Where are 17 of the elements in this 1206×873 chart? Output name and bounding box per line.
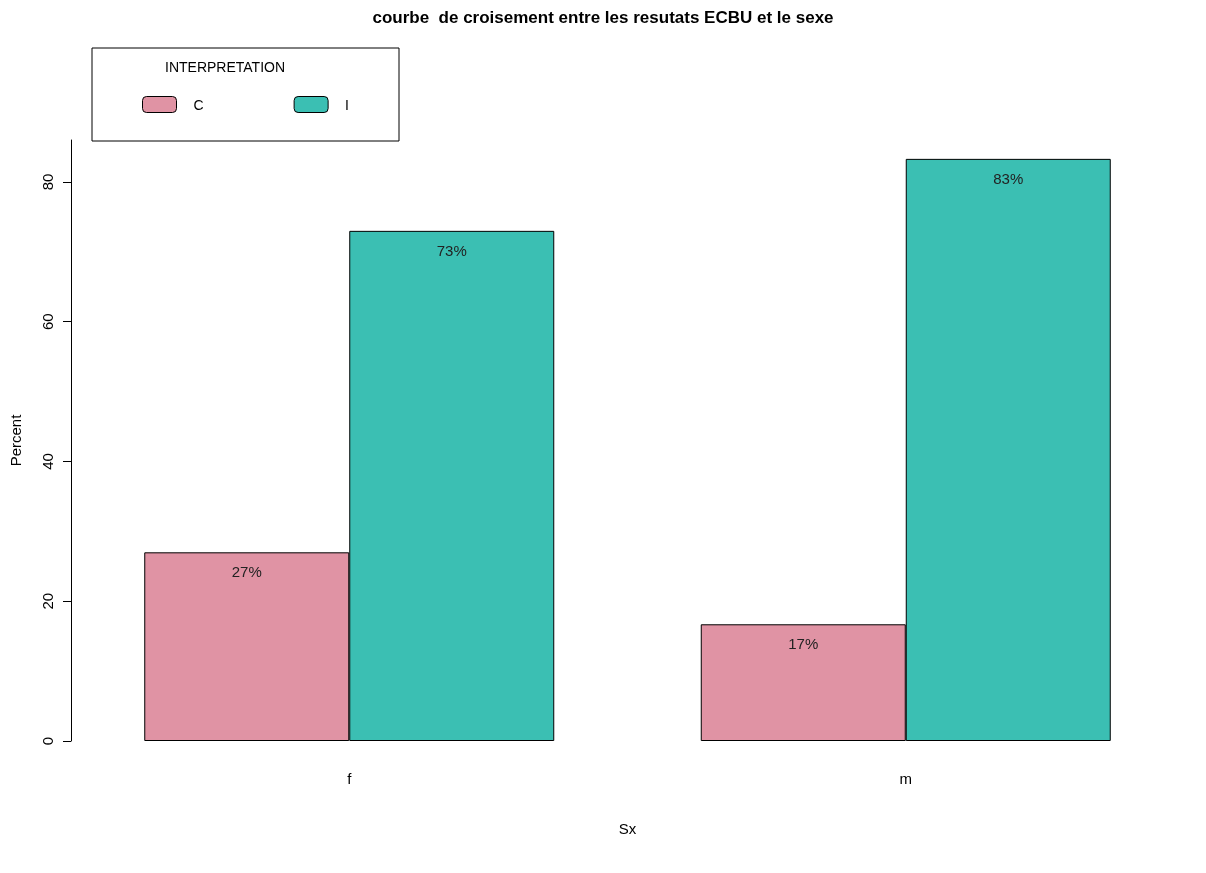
data-label: 83% xyxy=(993,169,1024,187)
data-label: 27% xyxy=(231,563,262,581)
chart-title: courbe de croisement entre les resutats ECBU et le sexe xyxy=(372,8,834,27)
x-axis-title: Sx xyxy=(618,820,637,837)
data-label: 17% xyxy=(788,635,819,653)
y-tick-label: 20 xyxy=(39,592,56,610)
y-tick-label: 40 xyxy=(39,453,56,470)
x-tick-label: f xyxy=(347,770,353,787)
data-label: 73% xyxy=(436,241,467,259)
y-axis-title: Percent xyxy=(7,413,24,467)
legend-label: C xyxy=(193,96,204,113)
x-tick-label: m xyxy=(899,770,912,787)
legend-title: INTERPRETATION xyxy=(165,59,286,75)
y-tick-label: 0 xyxy=(39,736,56,746)
y-tick-label: 80 xyxy=(39,173,56,191)
y-tick-label: 60 xyxy=(39,313,56,331)
legend-label: I xyxy=(345,96,349,113)
